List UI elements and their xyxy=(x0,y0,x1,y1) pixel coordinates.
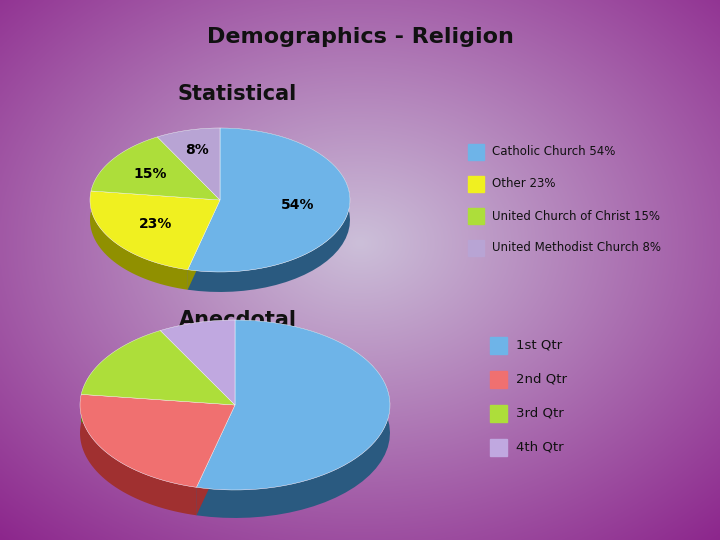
Polygon shape xyxy=(197,405,235,515)
Polygon shape xyxy=(188,200,220,290)
Polygon shape xyxy=(158,128,220,157)
Text: Anecdotal: Anecdotal xyxy=(179,310,297,330)
Text: 2nd Qtr: 2nd Qtr xyxy=(516,373,567,386)
Text: Demographics - Religion: Demographics - Religion xyxy=(207,27,513,47)
Polygon shape xyxy=(90,191,188,290)
Text: 8%: 8% xyxy=(185,143,209,157)
Text: United Church of Christ 15%: United Church of Christ 15% xyxy=(492,210,660,222)
Polygon shape xyxy=(161,330,235,433)
Text: 1st Qtr: 1st Qtr xyxy=(516,339,562,352)
Bar xyxy=(490,404,507,422)
Polygon shape xyxy=(158,128,220,200)
Polygon shape xyxy=(81,330,235,405)
Polygon shape xyxy=(197,405,235,515)
Polygon shape xyxy=(197,320,390,490)
Text: 3rd Qtr: 3rd Qtr xyxy=(516,407,564,420)
Polygon shape xyxy=(81,394,235,433)
Polygon shape xyxy=(188,128,350,272)
Text: Statistical: Statistical xyxy=(178,84,297,104)
Text: Other 23%: Other 23% xyxy=(492,178,556,191)
Polygon shape xyxy=(91,191,220,220)
Bar xyxy=(468,208,484,224)
Polygon shape xyxy=(80,394,197,515)
Text: 4th Qtr: 4th Qtr xyxy=(516,441,564,454)
Polygon shape xyxy=(91,137,158,211)
Polygon shape xyxy=(81,394,235,433)
Bar xyxy=(468,240,484,256)
Polygon shape xyxy=(188,128,350,292)
Polygon shape xyxy=(91,137,220,200)
Polygon shape xyxy=(188,200,220,290)
Bar xyxy=(490,370,507,388)
Polygon shape xyxy=(80,394,235,487)
Polygon shape xyxy=(161,330,235,433)
Bar xyxy=(468,176,484,192)
Polygon shape xyxy=(81,330,161,422)
Bar xyxy=(490,438,507,456)
Bar xyxy=(468,144,484,160)
Text: Catholic Church 54%: Catholic Church 54% xyxy=(492,145,616,159)
Bar xyxy=(490,336,507,354)
Polygon shape xyxy=(158,137,220,220)
Text: United Methodist Church 8%: United Methodist Church 8% xyxy=(492,241,661,254)
Text: 15%: 15% xyxy=(133,167,167,181)
Polygon shape xyxy=(161,320,235,405)
Polygon shape xyxy=(90,191,220,270)
Polygon shape xyxy=(197,320,390,518)
Polygon shape xyxy=(91,191,220,220)
Polygon shape xyxy=(158,137,220,220)
Text: 23%: 23% xyxy=(139,217,172,231)
Polygon shape xyxy=(161,320,235,359)
Text: 54%: 54% xyxy=(281,198,314,212)
